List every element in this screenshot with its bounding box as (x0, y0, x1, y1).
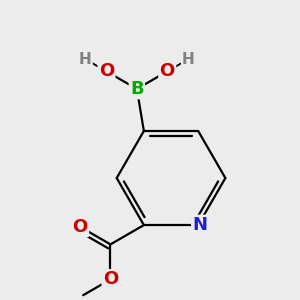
Text: O: O (103, 270, 118, 288)
Text: H: H (79, 52, 92, 67)
Text: O: O (160, 62, 175, 80)
Text: B: B (130, 80, 144, 98)
Text: N: N (193, 216, 208, 234)
Text: O: O (73, 218, 88, 236)
Text: O: O (99, 62, 114, 80)
Text: H: H (182, 52, 195, 67)
